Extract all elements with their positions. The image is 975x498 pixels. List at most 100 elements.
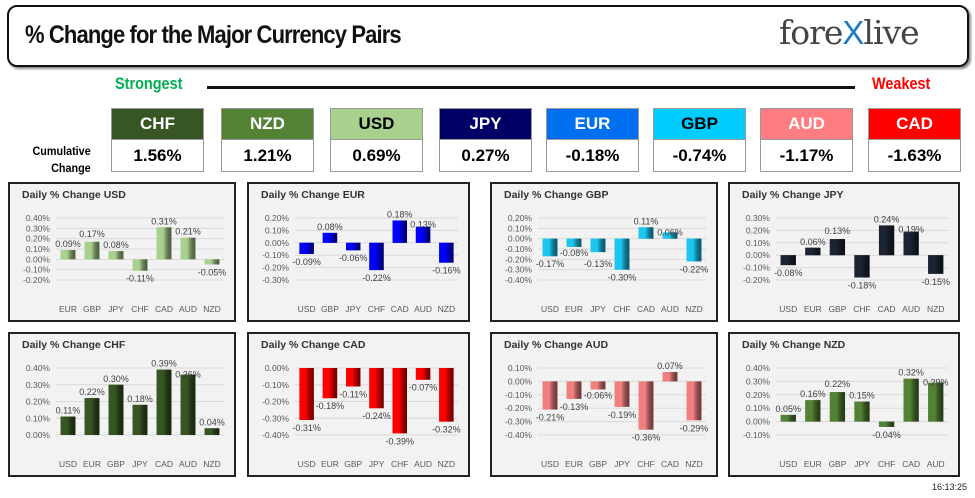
x-tick-label: USD [298,304,316,314]
logo-text-left: fore [779,13,843,52]
y-tick-label: -0.40% [505,430,532,440]
bar-cad [156,227,172,260]
y-tick-label: 0.10% [26,244,51,254]
bar-chf [638,381,654,430]
currency-cumulative-value: -0.74% [653,140,746,172]
data-label: -0.08% [560,248,589,258]
bar-jpy [108,251,124,260]
bar-chf [878,421,895,427]
x-tick-label: GBP [344,459,362,469]
x-tick-label: NZD [203,304,220,314]
cumulative-change-label: Cumulative Change [31,143,90,177]
y-tick-label: -0.10% [505,390,532,400]
data-label: 0.36% [175,370,201,380]
x-tick-label: USD [59,459,77,469]
bar-chf [614,238,630,270]
data-label: -0.15% [921,277,950,287]
bar-aud [903,231,919,256]
y-tick-label: 0.20% [746,390,771,400]
data-label: -0.08% [774,268,803,278]
x-tick-label: JPY [590,304,606,314]
data-label: 0.08% [317,222,343,232]
data-label: 0.29% [923,378,949,388]
bar-chart: -0.40% -0.30% -0.20% -0.10% 0.00% 0.10% USD EUR… [505,361,709,469]
bar-aud [662,232,678,239]
data-label: 0.30% [103,374,129,384]
x-tick-label: CHF [613,304,630,314]
data-label: 0.08% [103,240,129,250]
y-tick-label: 0.00% [746,250,771,260]
chart-panel-aud: -0.40% -0.30% -0.20% -0.10% 0.00% 0.10% USD EUR… [490,332,718,477]
currency-box-aud: AUD -1.17% [760,108,853,172]
bar-gbp [322,232,338,243]
data-label: -0.39% [386,436,415,446]
y-tick-label: -0.10% [743,430,770,440]
bar-cad [903,378,919,422]
bar-eur [84,398,100,435]
data-label: 0.39% [151,359,177,369]
bar-eur [322,368,338,399]
strongest-label: Strongest [115,74,183,93]
bar-aud [928,382,944,422]
y-tick-label: 0.00% [26,254,51,264]
y-tick-label: 0.00% [26,430,51,440]
x-tick-label: USD [779,304,797,314]
x-tick-label: USD [298,459,316,469]
x-tick-label: EUR [321,459,339,469]
chart-title: Daily % Change NZD [742,339,846,351]
x-tick-label: CAD [155,459,173,469]
bar-nzd [204,259,220,265]
data-label: -0.05% [198,268,227,278]
bar-usd [299,242,314,254]
data-label: -0.06% [584,390,613,400]
y-tick-label: 0.30% [746,376,771,386]
data-label: 0.16% [800,389,826,399]
data-label: 0.11% [634,216,659,226]
y-tick-label: 0.10% [508,223,533,233]
strength-divider [207,86,855,89]
data-label: -0.32% [432,425,461,435]
bar-chart: -0.40%-0.30%-0.20%-0.10%0.00%0.10%0.20%U… [505,213,709,314]
currency-cumulative-value: -1.17% [760,140,853,172]
currency-code: CHF [111,108,204,140]
bar-cad [662,372,678,382]
x-tick-label: JPY [369,459,385,469]
y-tick-label: 0.00% [265,363,290,373]
x-tick-label: CHF [637,459,654,469]
y-tick-label: 0.30% [746,213,771,223]
data-label: 0.07% [657,361,683,371]
data-label: 0.31% [151,216,177,226]
chart-panel-chf: 0.00% 0.10% 0.20% 0.30% 0.40% USD EUR GBP JPY CAD… [8,332,236,477]
x-tick-label: NZD [685,459,702,469]
x-tick-label: CAD [391,304,409,314]
y-tick-label: 0.30% [26,223,51,233]
chart-title: Daily % Change EUR [261,189,365,201]
logo-x: X [842,14,864,51]
bar-chart: 0.00% 0.10% 0.20% 0.30% 0.40% USD EUR GBP JPY CAD… [26,359,225,469]
data-label: -0.30% [608,273,637,283]
data-label: -0.22% [680,264,709,274]
y-tick-label: 0.40% [26,213,51,223]
currency-box-gbp: GBP -0.74% [653,108,746,172]
x-tick-label: JPY [345,304,361,314]
chart-panel-jpy: -0.20% -0.10% 0.00% 0.10% 0.20% 0.30% USD EUR GB… [728,182,960,322]
bar-aud [180,374,196,435]
y-tick-label: -0.40% [505,275,532,285]
bar-nzd [439,368,454,422]
currency-code: GBP [653,108,746,140]
bar-usd [542,381,558,410]
data-label: -0.13% [560,402,589,412]
bar-chart: -0.30% -0.20% -0.10% 0.00% 0.10% 0.20% USD GBP J… [262,209,461,314]
bar-chart: -0.10% 0.00% 0.10% 0.20% 0.30% 0.40% USD EUR GBP… [743,363,949,469]
data-label: -0.29% [680,423,709,433]
bar-usd [780,414,796,422]
data-label: 0.11% [56,406,81,416]
bar-chart: -0.20%-0.10%0.00%0.10%0.20%0.30%0.40% EUR… [23,213,227,314]
y-tick-label: 0.20% [26,234,51,244]
y-tick-label: 0.20% [26,397,51,407]
chart-title: Daily % Change CAD [261,339,366,351]
x-tick-label: EUR [83,459,101,469]
chart-panel-cad: -0.40% -0.30% -0.20% -0.10% 0.00% USD EUR GBP JP… [247,332,470,477]
x-tick-label: CHF [878,459,895,469]
chart-panel-gbp: -0.40% -0.30% -0.20% -0.10% 0.00% 0.10% 0.20% U… [490,182,718,322]
